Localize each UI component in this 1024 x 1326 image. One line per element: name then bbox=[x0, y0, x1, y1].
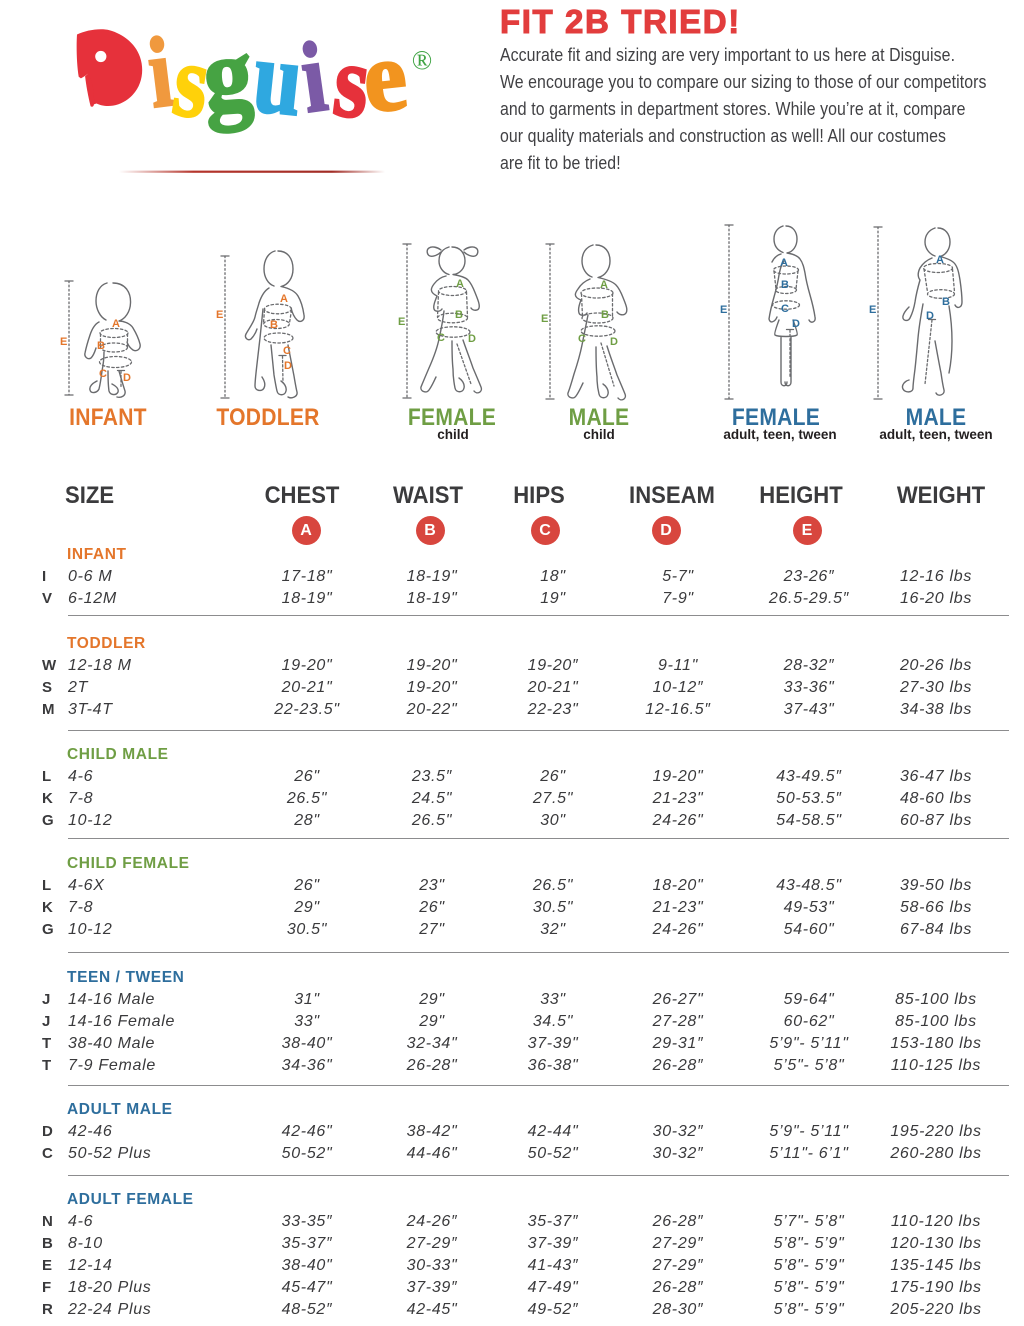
svg-text:B: B bbox=[781, 279, 789, 291]
svg-text:A: A bbox=[936, 254, 944, 266]
svg-text:®: ® bbox=[412, 45, 433, 75]
svg-text:C: C bbox=[99, 368, 107, 380]
svg-text:B: B bbox=[601, 309, 609, 321]
svg-text:A: A bbox=[112, 318, 120, 330]
svg-text:D: D bbox=[468, 333, 476, 345]
svg-text:D: D bbox=[792, 318, 800, 330]
svg-text:D: D bbox=[610, 336, 618, 348]
svg-text:A: A bbox=[780, 257, 788, 269]
svg-text:C: C bbox=[781, 303, 789, 315]
svg-text:D: D bbox=[284, 360, 292, 372]
svg-text:e: e bbox=[358, 20, 412, 134]
svg-text:C: C bbox=[437, 332, 445, 344]
svg-text:A: A bbox=[280, 293, 288, 305]
svg-text:g: g bbox=[200, 16, 256, 134]
svg-text:E: E bbox=[541, 313, 548, 325]
svg-text:A: A bbox=[600, 279, 608, 291]
svg-text:E: E bbox=[720, 304, 727, 316]
svg-text:E: E bbox=[60, 336, 67, 348]
svg-text:A: A bbox=[456, 278, 464, 290]
svg-text:E: E bbox=[216, 309, 223, 321]
svg-text:B: B bbox=[97, 340, 105, 352]
svg-text:C: C bbox=[283, 345, 291, 357]
svg-text:B: B bbox=[455, 309, 463, 321]
svg-text:B: B bbox=[942, 296, 950, 308]
svg-text:B: B bbox=[270, 319, 278, 331]
svg-text:C: C bbox=[578, 333, 586, 345]
svg-text:E: E bbox=[869, 304, 876, 316]
svg-text:D: D bbox=[926, 310, 934, 322]
svg-text:E: E bbox=[398, 316, 405, 328]
svg-text:D: D bbox=[123, 372, 131, 384]
